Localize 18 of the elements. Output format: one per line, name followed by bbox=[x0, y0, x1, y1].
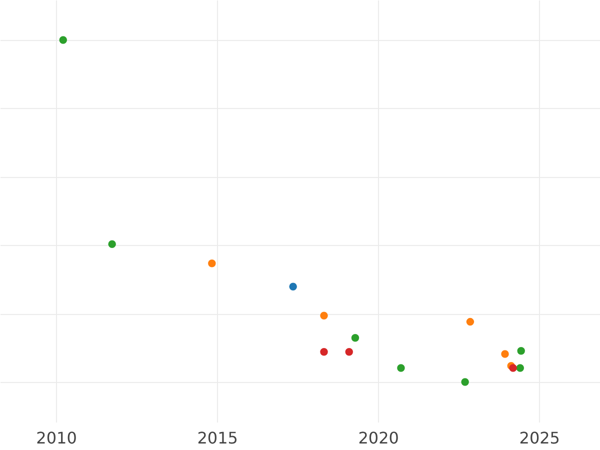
point bbox=[516, 364, 524, 372]
point bbox=[208, 259, 216, 268]
x-tick-label: 2015 bbox=[197, 428, 238, 448]
point bbox=[501, 350, 509, 358]
point bbox=[108, 240, 116, 248]
point bbox=[320, 312, 328, 320]
point bbox=[397, 364, 405, 372]
x-tick-label: 2020 bbox=[358, 428, 399, 448]
point bbox=[351, 334, 360, 342]
point bbox=[320, 348, 328, 356]
point bbox=[461, 378, 469, 386]
x-tick-label: 2010 bbox=[36, 428, 77, 448]
point bbox=[466, 318, 474, 326]
point bbox=[59, 36, 67, 44]
point bbox=[517, 347, 525, 355]
point bbox=[289, 282, 297, 290]
point bbox=[345, 348, 353, 356]
x-tick-label: 2025 bbox=[519, 428, 560, 448]
